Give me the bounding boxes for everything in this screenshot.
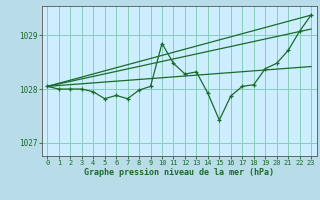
X-axis label: Graphe pression niveau de la mer (hPa): Graphe pression niveau de la mer (hPa) [84,168,274,177]
